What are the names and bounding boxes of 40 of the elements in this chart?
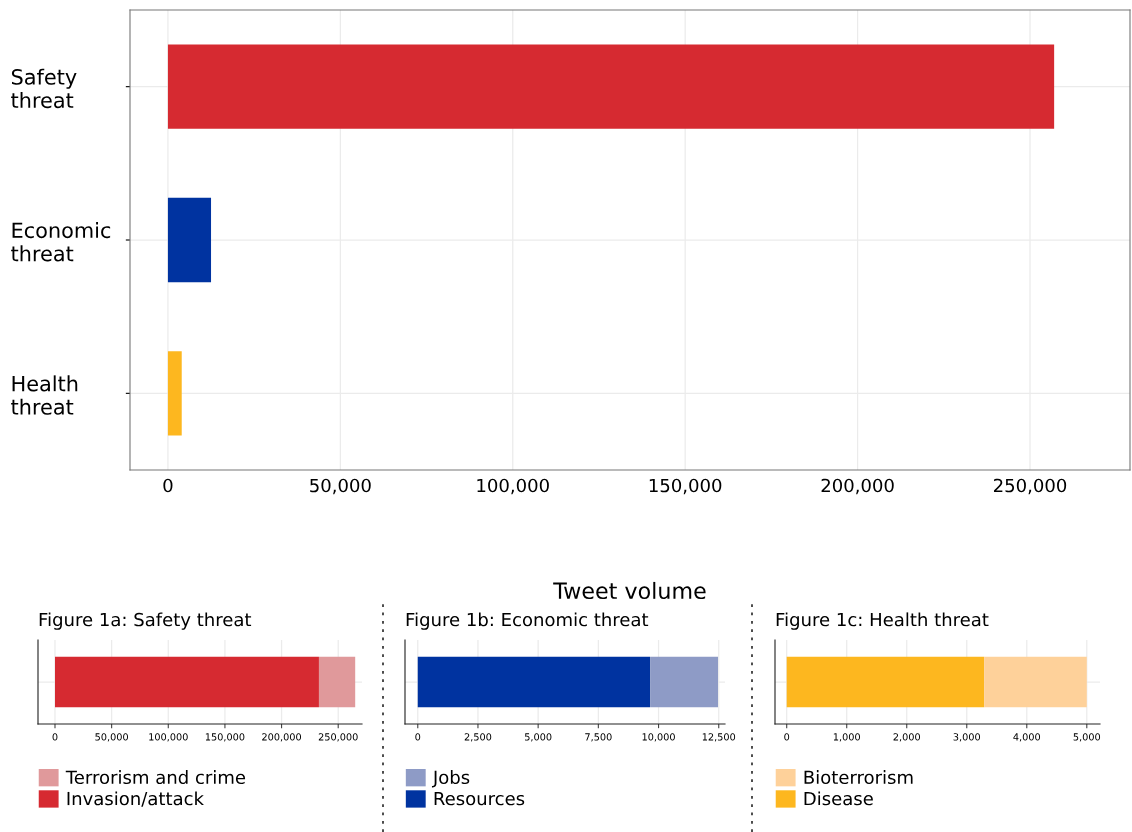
bar <box>167 44 1055 129</box>
legend-label: Resources <box>434 791 525 806</box>
x-tick-label: 4,000 <box>1013 733 1041 742</box>
x-tick-label: 250,000 <box>318 733 358 742</box>
x-tick-label: 150,000 <box>649 478 722 495</box>
bar <box>167 197 212 283</box>
legend-label: Terrorism and crime <box>65 770 246 785</box>
legend-label: Jobs <box>431 770 470 788</box>
x-tick-label: 50,000 <box>310 478 371 495</box>
x-tick-label: 2,000 <box>893 733 921 742</box>
x-tick-label: 2,500 <box>464 733 492 742</box>
x-tick-label: 1,000 <box>833 733 860 742</box>
x-tick-label: 10,000 <box>642 733 675 742</box>
y-tick-label: Safety threat <box>11 68 77 109</box>
x-tick-label: 200,000 <box>262 733 302 742</box>
legend-label: Disease <box>804 791 873 806</box>
y-tick-label: Economic threat <box>11 222 111 262</box>
x-tick-label: 100,000 <box>477 478 549 495</box>
x-tick-label: 5,000 <box>1073 733 1101 742</box>
x-tick-label: 7,500 <box>585 733 612 742</box>
x-tick-label: 50,000 <box>95 733 128 742</box>
legend-label: Bioterrorism <box>804 770 913 785</box>
x-tick-label: 250,000 <box>993 478 1067 495</box>
x-tick-label: 5,000 <box>524 733 552 742</box>
x-tick-label: 0 <box>415 733 421 741</box>
chart-title: Figure 1a: Safety threat <box>39 612 252 630</box>
y-tick-label: Health threat <box>11 375 78 415</box>
x-tick-label: 0 <box>784 733 790 741</box>
bar <box>167 351 182 436</box>
legend-label: Invasion/attack <box>67 791 204 807</box>
chart-title: Figure 1b: Economic threat <box>406 612 649 630</box>
x-tick-label: 200,000 <box>821 478 894 495</box>
x-tick-label: 100,000 <box>149 733 188 742</box>
x-tick-label: 3,000 <box>953 733 981 742</box>
x-tick-label: 12,500 <box>702 733 736 742</box>
x-tick-label: 0 <box>52 733 58 741</box>
x-tick-label: 150,000 <box>205 733 245 742</box>
chart-title: Figure 1c: Health threat <box>776 612 989 630</box>
x-tick-label: 0 <box>163 478 173 493</box>
x-axis-title: Tweet volume <box>553 581 706 600</box>
